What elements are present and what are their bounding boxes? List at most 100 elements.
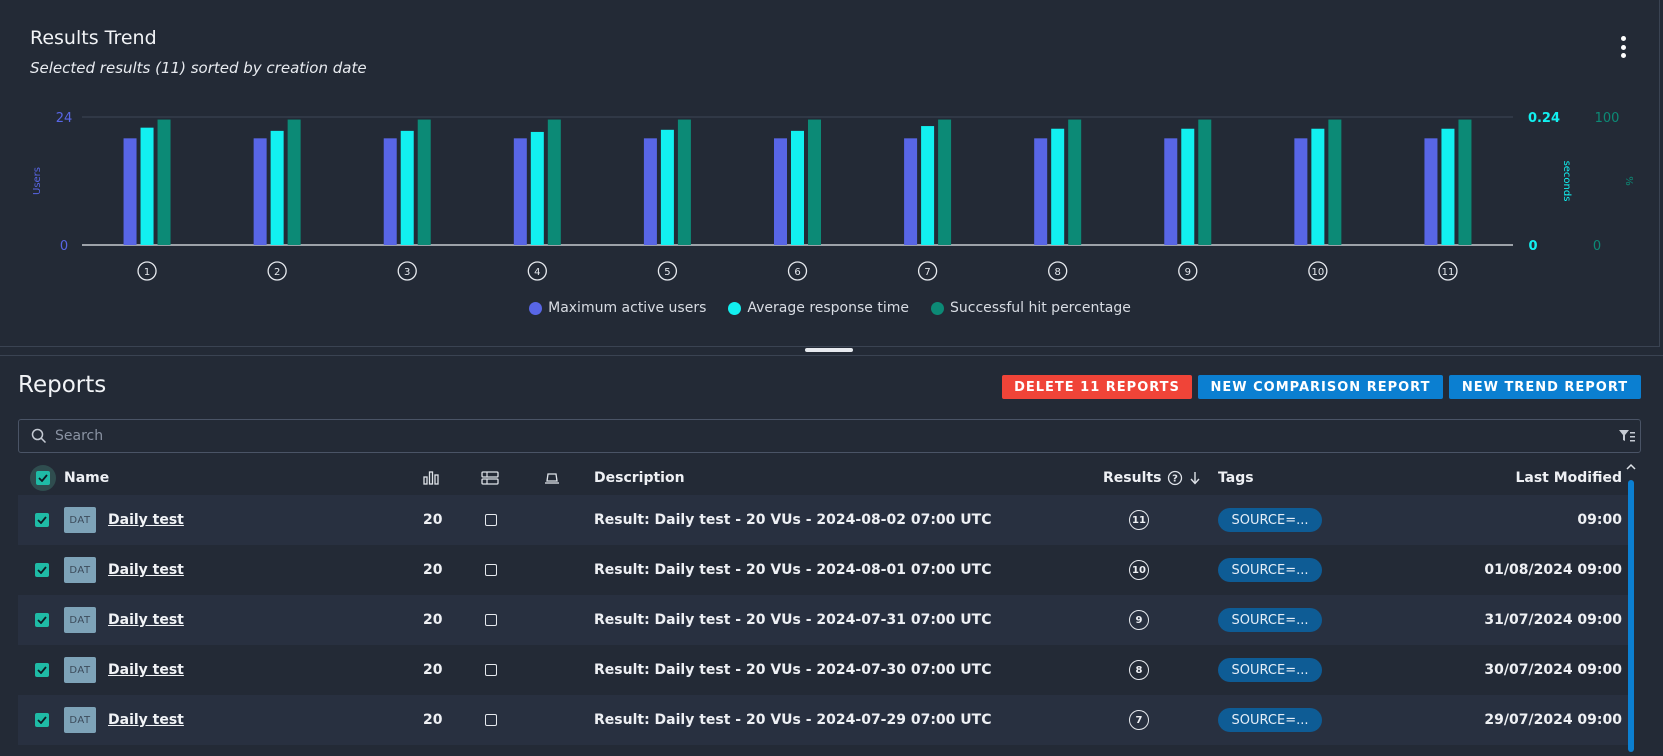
col-name-header[interactable]: Name xyxy=(64,469,110,486)
row-checkbox[interactable] xyxy=(35,513,49,527)
chart-bar xyxy=(1294,138,1308,245)
chart-bar xyxy=(938,119,952,245)
report-type-badge: DAT xyxy=(64,507,96,533)
panel-resize-handle[interactable] xyxy=(805,348,853,352)
row-checkbox[interactable] xyxy=(35,713,49,727)
chart-bar xyxy=(400,130,414,245)
y-tick-label-left: 0 xyxy=(60,239,68,254)
x-tick-circle xyxy=(1048,261,1068,281)
last-modified-value: 30/07/2024 09:00 xyxy=(1484,662,1622,678)
vus-value: 20 xyxy=(423,712,443,728)
x-tick-label: 3 xyxy=(404,267,410,278)
chart-bar xyxy=(1164,138,1178,245)
scrollbar-thumb[interactable] xyxy=(1628,480,1634,752)
table-scrollbar[interactable] xyxy=(1626,462,1636,754)
results-count-badge[interactable]: 8 xyxy=(1129,660,1149,680)
search-box xyxy=(18,419,1641,453)
tag-chip[interactable]: SOURCE=... xyxy=(1218,508,1322,532)
col-results-header[interactable]: Results ? xyxy=(1103,470,1201,486)
chart-legend: Maximum active users Average response ti… xyxy=(0,300,1660,316)
chart-bar xyxy=(123,138,137,245)
legend-dot xyxy=(728,301,742,315)
y-tick-label-right: 0 xyxy=(1593,239,1601,254)
legend-item-response-time[interactable]: Average response time xyxy=(728,300,909,316)
tag-chip[interactable]: SOURCE=... xyxy=(1218,558,1322,582)
table-row[interactable]: DAT Daily test 20 Result: Daily test - 20 V… xyxy=(18,645,1628,695)
report-name-link[interactable]: Daily test xyxy=(108,512,184,528)
report-description: Result: Daily test - 20 VUs - 2024-08-01… xyxy=(594,562,992,578)
vus-value: 20 xyxy=(423,612,443,628)
legend-item-users[interactable]: Maximum active users xyxy=(529,300,706,316)
legend-item-hit-percentage[interactable]: Successful hit percentage xyxy=(930,300,1131,316)
x-tick-label: 11 xyxy=(1442,267,1455,278)
checkbox-checked-icon xyxy=(35,663,49,677)
y-axis-label-right: seconds xyxy=(1561,161,1572,202)
delete-reports-button[interactable]: DELETE 11 REPORTS xyxy=(1002,375,1192,399)
new-comparison-report-button[interactable]: NEW COMPARISON REPORT xyxy=(1198,375,1443,399)
results-count-badge[interactable]: 10 xyxy=(1129,560,1149,580)
chart-bar xyxy=(1051,128,1065,245)
tag-chip[interactable]: SOURCE=... xyxy=(1218,658,1322,682)
help-icon[interactable]: ? xyxy=(1167,470,1183,486)
report-name-link[interactable]: Daily test xyxy=(108,612,184,628)
bar-chart-icon[interactable] xyxy=(423,470,439,485)
last-modified-value: 09:00 xyxy=(1577,512,1622,528)
report-name-link[interactable]: Daily test xyxy=(108,562,184,578)
report-type-badge: DAT xyxy=(64,607,96,633)
chart-bar xyxy=(287,119,301,245)
chart-bar xyxy=(791,130,804,245)
sort-down-arrow-icon[interactable] xyxy=(1189,471,1201,485)
chart-bar xyxy=(774,138,787,245)
results-count-badge[interactable]: 9 xyxy=(1129,610,1149,630)
report-name-link[interactable]: Daily test xyxy=(108,712,184,728)
last-modified-value: 01/08/2024 09:00 xyxy=(1484,562,1622,578)
x-tick-circle xyxy=(917,261,938,281)
col-last-modified-header[interactable]: Last Modified xyxy=(1515,469,1622,486)
results-count-badge[interactable]: 11 xyxy=(1129,510,1149,530)
square-icon xyxy=(485,664,497,676)
chart-bar xyxy=(808,119,821,245)
chart-bar xyxy=(643,138,657,245)
svg-text:?: ? xyxy=(1173,473,1179,484)
row-checkbox[interactable] xyxy=(35,613,49,627)
chart-bar xyxy=(1458,119,1472,245)
select-all-checkbox[interactable] xyxy=(30,464,56,491)
servers-icon[interactable] xyxy=(481,470,499,485)
chart-bar xyxy=(157,119,171,245)
table-row[interactable]: DAT Daily test 20 Result: Daily test - 20 V… xyxy=(18,545,1628,595)
table-row[interactable]: DAT Daily test 20 Result: Daily test - 20 V… xyxy=(18,495,1628,545)
y-axis-label-left: Users xyxy=(32,167,43,195)
report-description: Result: Daily test - 20 VUs - 2024-07-29… xyxy=(594,712,992,728)
row-checkbox[interactable] xyxy=(35,663,49,677)
x-tick-circle xyxy=(137,261,157,281)
chart-bar xyxy=(1181,128,1195,245)
row-checkbox[interactable] xyxy=(35,563,49,577)
col-tags-header[interactable]: Tags xyxy=(1218,469,1254,486)
agent-icon[interactable] xyxy=(544,471,560,485)
y-tick-label-right: 0.24 xyxy=(1528,111,1560,126)
legend-dot xyxy=(930,301,944,315)
search-input[interactable] xyxy=(55,428,1640,444)
tag-chip[interactable]: SOURCE=... xyxy=(1218,708,1322,732)
filter-icon[interactable] xyxy=(1618,429,1636,443)
table-row[interactable]: DAT Daily test 20 Result: Daily test - 20 V… xyxy=(18,695,1628,745)
table-row[interactable]: DAT Daily test 20 Result: Daily test - 20 V… xyxy=(18,595,1628,645)
checkbox-checked-icon xyxy=(35,613,49,627)
report-name-link[interactable]: Daily test xyxy=(108,662,184,678)
report-description: Result: Daily test - 20 VUs - 2024-08-02… xyxy=(594,512,992,528)
new-trend-report-button[interactable]: NEW TREND REPORT xyxy=(1449,375,1641,399)
square-icon xyxy=(485,614,497,626)
tag-chip[interactable]: SOURCE=... xyxy=(1218,608,1322,632)
vus-value: 20 xyxy=(423,562,443,578)
chart-bar xyxy=(660,129,674,245)
results-trend-chart: 24 0 0.24 0 100 0 Users seconds % 1 2 3 4 5 6 7 8 9 10 11 xyxy=(32,111,1634,281)
col-description-header[interactable]: Description xyxy=(594,469,685,486)
y-tick-label-right: 100 xyxy=(1595,111,1620,126)
vus-value: 20 xyxy=(423,662,443,678)
x-tick-circle xyxy=(1308,261,1328,281)
kebab-menu-icon[interactable] xyxy=(1612,34,1634,60)
chart-bar xyxy=(921,126,935,245)
results-count-badge[interactable]: 7 xyxy=(1129,710,1149,730)
scroll-up-arrow-icon[interactable] xyxy=(1626,462,1636,472)
report-description: Result: Daily test - 20 VUs - 2024-07-31… xyxy=(594,612,992,628)
